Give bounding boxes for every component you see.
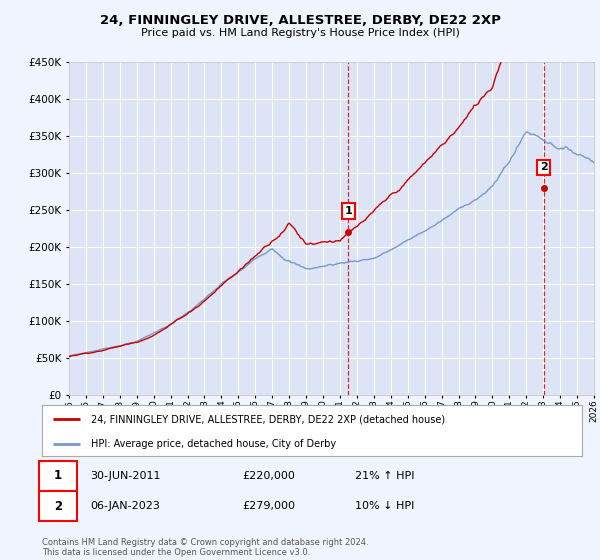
Text: £220,000: £220,000 [242,471,295,481]
FancyBboxPatch shape [40,491,77,521]
Text: 06-JAN-2023: 06-JAN-2023 [91,501,160,511]
Text: 1: 1 [54,469,62,482]
Text: Contains HM Land Registry data © Crown copyright and database right 2024.
This d: Contains HM Land Registry data © Crown c… [42,538,368,557]
Text: 1: 1 [344,206,352,216]
Text: 2: 2 [54,500,62,512]
Text: 24, FINNINGLEY DRIVE, ALLESTREE, DERBY, DE22 2XP (detached house): 24, FINNINGLEY DRIVE, ALLESTREE, DERBY, … [91,414,445,424]
Text: 30-JUN-2011: 30-JUN-2011 [91,471,161,481]
Text: 10% ↓ HPI: 10% ↓ HPI [355,501,415,511]
Text: 21% ↑ HPI: 21% ↑ HPI [355,471,415,481]
Text: £279,000: £279,000 [242,501,295,511]
Text: Price paid vs. HM Land Registry's House Price Index (HPI): Price paid vs. HM Land Registry's House … [140,28,460,38]
Text: HPI: Average price, detached house, City of Derby: HPI: Average price, detached house, City… [91,438,336,449]
Text: 2: 2 [540,162,548,172]
FancyBboxPatch shape [40,461,77,491]
Text: 24, FINNINGLEY DRIVE, ALLESTREE, DERBY, DE22 2XP: 24, FINNINGLEY DRIVE, ALLESTREE, DERBY, … [100,14,500,27]
